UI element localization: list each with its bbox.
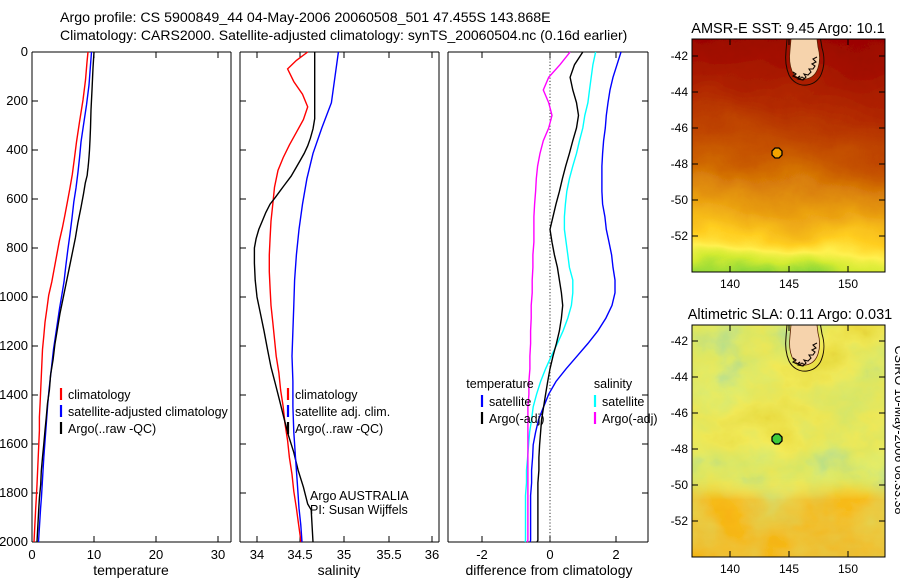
svg-text:-52: -52 xyxy=(671,514,689,528)
svg-text:34.5: 34.5 xyxy=(287,547,312,562)
svg-text:Argo(..raw -QC): Argo(..raw -QC) xyxy=(68,422,156,436)
svg-text:Argo profile: CS 5900849_44 04: Argo profile: CS 5900849_44 04-May-2006 … xyxy=(60,10,551,26)
svg-text:CSIRO 10-May-2006 08:33:38: CSIRO 10-May-2006 08:33:38 xyxy=(892,346,900,515)
svg-text:-2: -2 xyxy=(476,547,488,562)
svg-text:34: 34 xyxy=(250,547,264,562)
svg-text:-50: -50 xyxy=(671,193,689,207)
svg-text:0: 0 xyxy=(28,547,35,562)
svg-text:-44: -44 xyxy=(671,85,689,99)
svg-text:0: 0 xyxy=(546,547,553,562)
svg-text:-52: -52 xyxy=(671,229,689,243)
svg-text:Argo AUSTRALIA: Argo AUSTRALIA xyxy=(310,489,409,503)
svg-text:Altimetric SLA: 0.11 Argo: 0.0: Altimetric SLA: 0.11 Argo: 0.031 xyxy=(688,307,892,323)
svg-text:difference from climatology: difference from climatology xyxy=(465,562,632,578)
svg-text:150: 150 xyxy=(838,562,858,576)
svg-text:AMSR-E SST: 9.45 Argo: 10.1: AMSR-E SST: 9.45 Argo: 10.1 xyxy=(691,21,884,37)
svg-text:800: 800 xyxy=(6,240,28,255)
svg-text:Argo(-adj): Argo(-adj) xyxy=(489,412,545,426)
svg-text:-48: -48 xyxy=(671,157,689,171)
svg-text:1400: 1400 xyxy=(0,387,28,402)
svg-text:Argo(-adj): Argo(-adj) xyxy=(602,412,658,426)
svg-text:145: 145 xyxy=(779,562,799,576)
svg-text:temperature: temperature xyxy=(93,562,169,578)
svg-text:2000: 2000 xyxy=(0,534,28,549)
svg-text:Argo(..raw -QC): Argo(..raw -QC) xyxy=(295,422,383,436)
svg-text:Climatology: CARS2000. Satelli: Climatology: CARS2000. Satellite-adjuste… xyxy=(60,27,627,43)
svg-text:140: 140 xyxy=(720,562,740,576)
svg-text:140: 140 xyxy=(720,277,740,291)
svg-text:temperature: temperature xyxy=(466,377,533,391)
svg-text:35.5: 35.5 xyxy=(376,547,401,562)
svg-text:35: 35 xyxy=(337,547,351,562)
svg-text:-46: -46 xyxy=(671,406,689,420)
svg-text:400: 400 xyxy=(6,142,28,157)
svg-text:-42: -42 xyxy=(671,334,689,348)
svg-text:salinity: salinity xyxy=(594,377,633,391)
svg-text:satellite-adjusted climatology: satellite-adjusted climatology xyxy=(68,405,229,419)
svg-text:600: 600 xyxy=(6,191,28,206)
svg-text:1600: 1600 xyxy=(0,436,28,451)
svg-text:1200: 1200 xyxy=(0,338,28,353)
svg-text:satellite adj. clim.: satellite adj. clim. xyxy=(295,405,390,419)
svg-text:10: 10 xyxy=(87,547,101,562)
svg-text:climatology: climatology xyxy=(295,388,358,402)
svg-text:36: 36 xyxy=(425,547,439,562)
svg-text:PI: Susan Wijffels: PI: Susan Wijffels xyxy=(310,503,408,517)
svg-text:2: 2 xyxy=(612,547,619,562)
svg-text:20: 20 xyxy=(149,547,163,562)
svg-text:0: 0 xyxy=(21,44,28,59)
svg-text:-44: -44 xyxy=(671,370,689,384)
svg-text:30: 30 xyxy=(211,547,225,562)
svg-text:1800: 1800 xyxy=(0,485,28,500)
svg-text:-42: -42 xyxy=(671,49,689,63)
svg-text:climatology: climatology xyxy=(68,388,131,402)
svg-text:1000: 1000 xyxy=(0,289,28,304)
svg-text:-46: -46 xyxy=(671,121,689,135)
svg-text:145: 145 xyxy=(779,277,799,291)
svg-text:salinity: salinity xyxy=(318,562,361,578)
svg-text:satellite: satellite xyxy=(489,395,531,409)
svg-text:-50: -50 xyxy=(671,478,689,492)
svg-text:150: 150 xyxy=(838,277,858,291)
svg-text:-48: -48 xyxy=(671,442,689,456)
svg-text:200: 200 xyxy=(6,93,28,108)
svg-text:satellite: satellite xyxy=(602,395,644,409)
